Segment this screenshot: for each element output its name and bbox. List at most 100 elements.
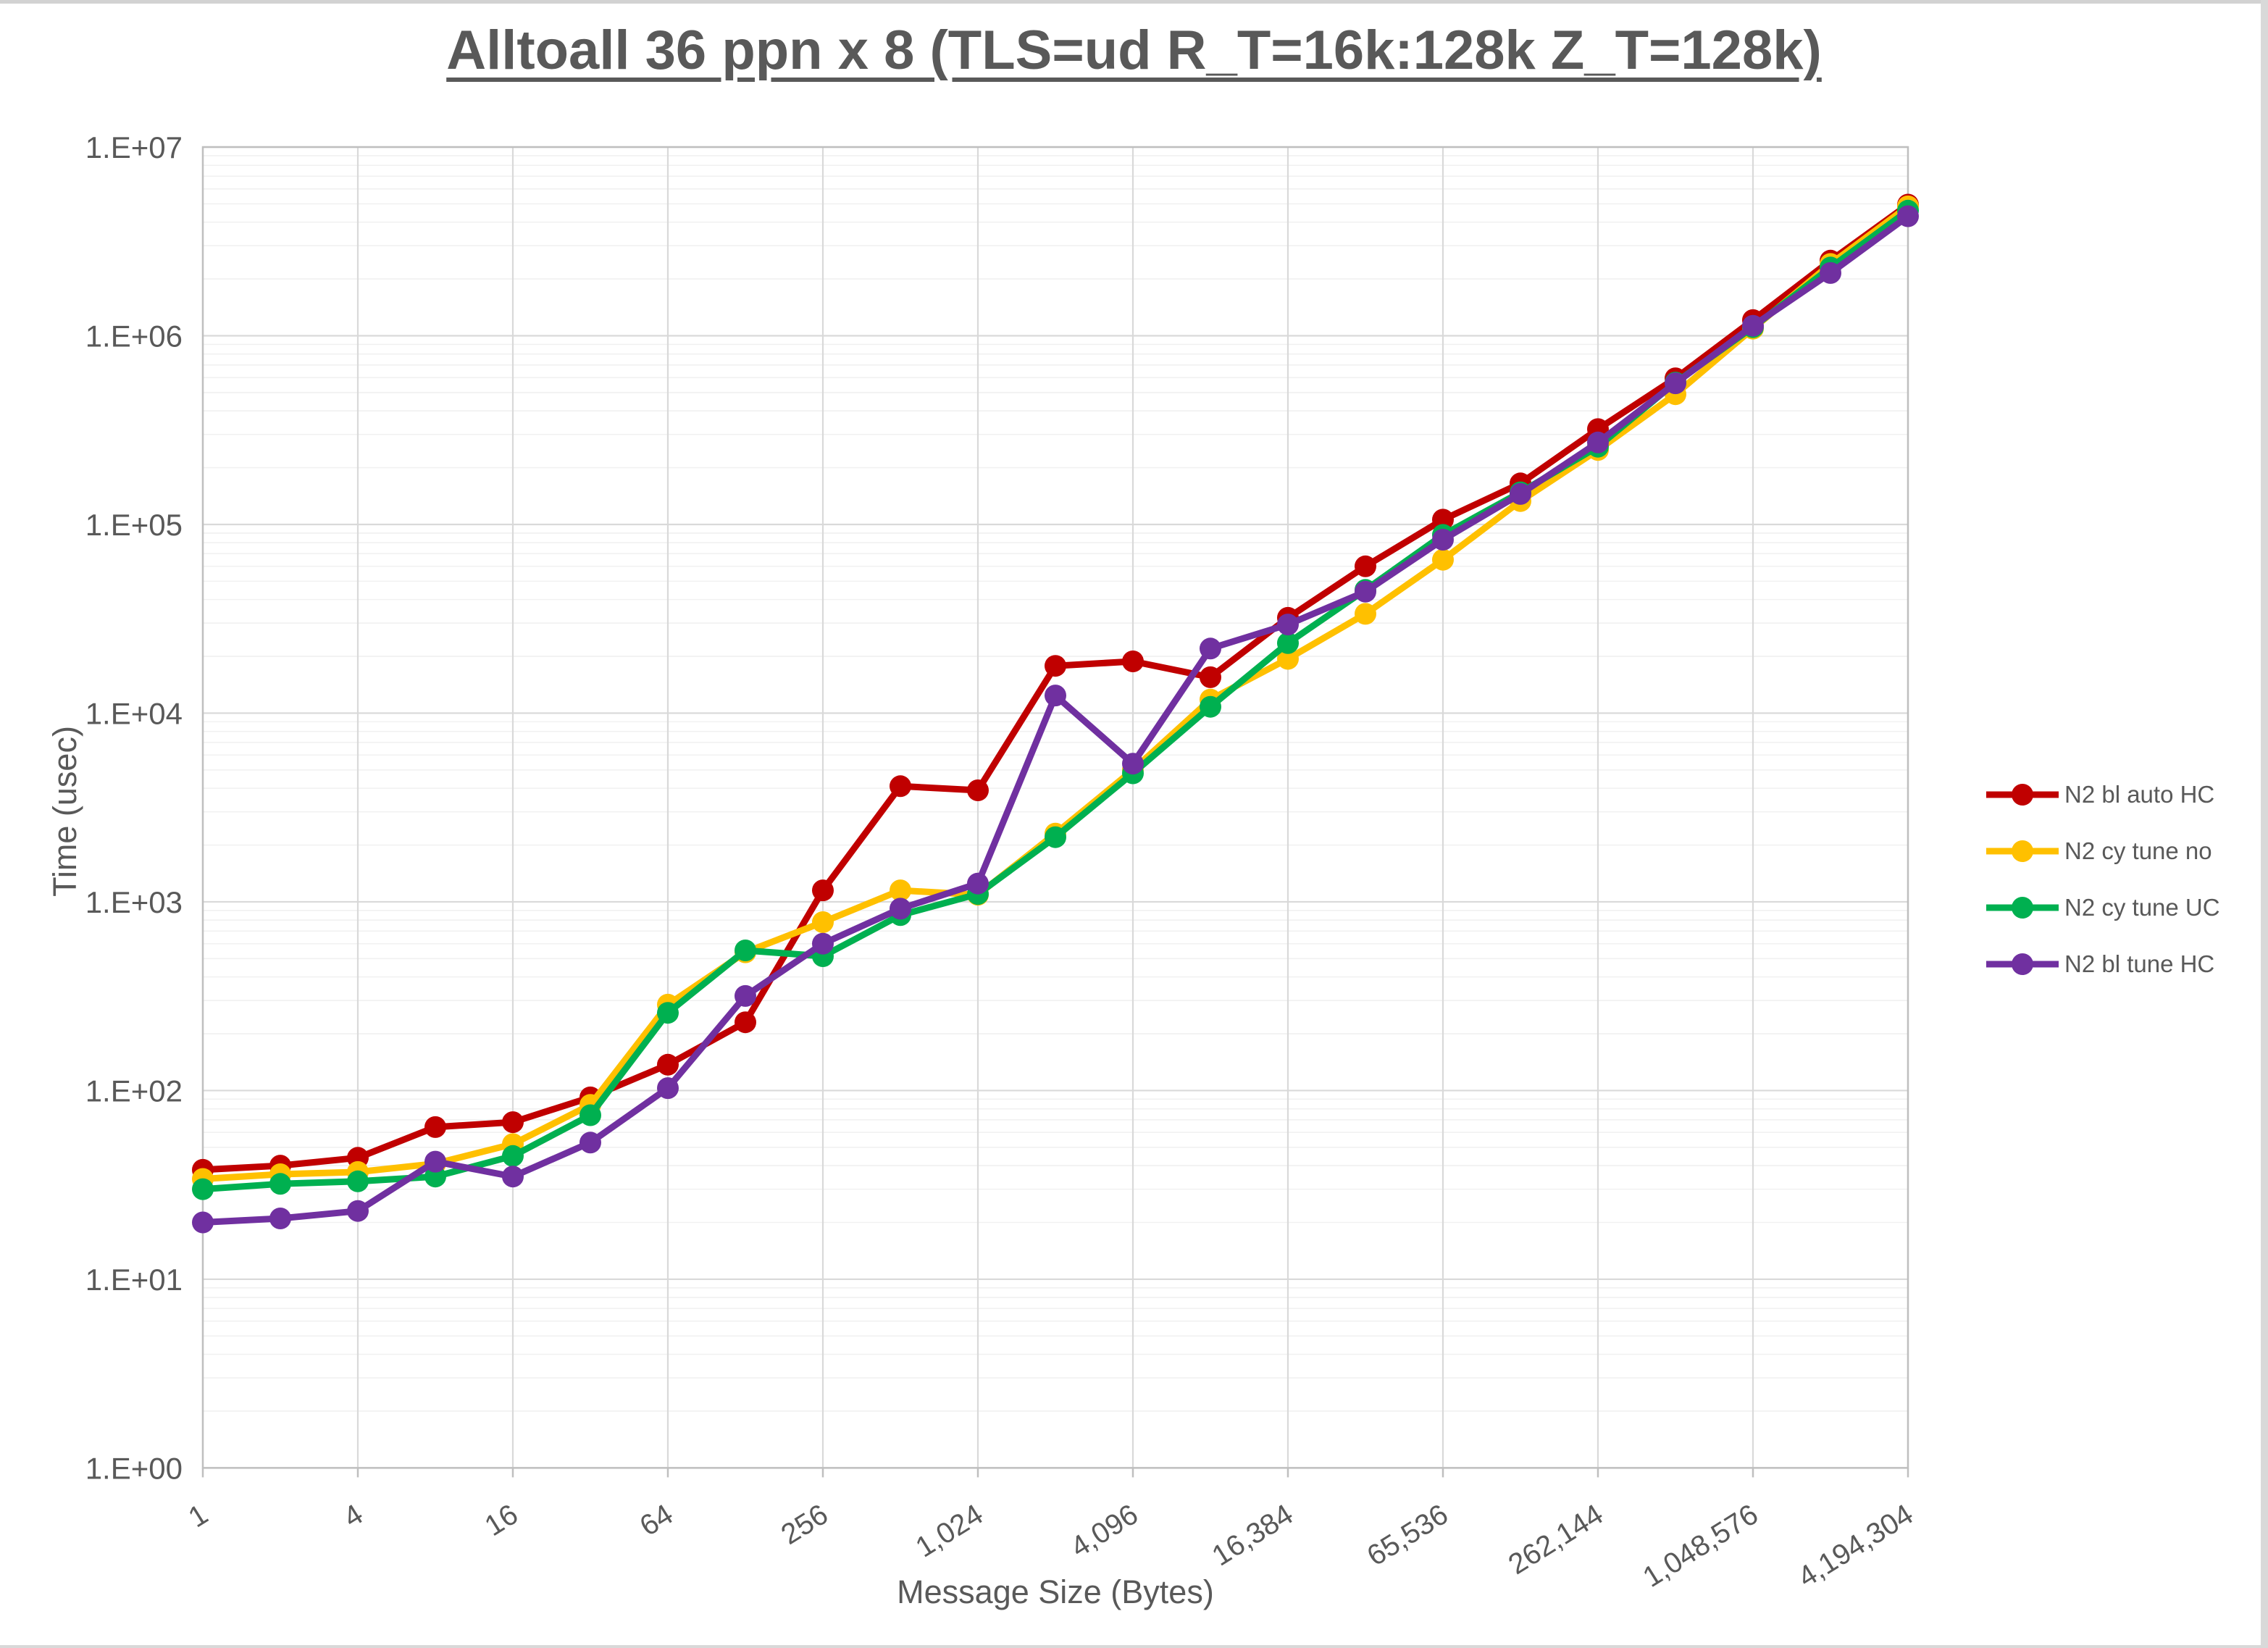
- data-point: [735, 940, 756, 961]
- data-point: [192, 1211, 214, 1234]
- y-axis-tick-labels: 1.E+00 1.E+01 1.E+02 1.E+03 1.E+04 1.E+05 1.E+…: [85, 130, 183, 1485]
- legend-item-label: N2 cy tune UC: [2064, 894, 2220, 921]
- x-tick-label: 256: [776, 1498, 834, 1551]
- data-point: [735, 984, 756, 1007]
- data-point: [735, 1011, 756, 1034]
- data-point: [347, 1200, 369, 1222]
- data-point: [502, 1111, 524, 1134]
- data-point: [502, 1166, 524, 1188]
- data-point: [1587, 431, 1609, 453]
- legend: N2 bl auto HC N2 cy tune no N2 cy tune U…: [1986, 766, 2220, 992]
- data-point: [812, 932, 834, 955]
- data-point: [579, 1132, 601, 1154]
- data-point: [1200, 666, 1221, 688]
- legend-line-marker-icon: [1986, 840, 2059, 862]
- data-point: [1277, 648, 1299, 670]
- data-point: [1122, 753, 1144, 775]
- data-point: [1277, 632, 1299, 654]
- data-point: [1355, 555, 1376, 577]
- y-axis-title: Time (usec): [46, 726, 83, 897]
- data-point: [657, 1077, 679, 1100]
- x-tick-label: 65,536: [1362, 1498, 1454, 1572]
- window-top-border: [0, 0, 2268, 4]
- chart-title: Alltoall 36 ppn x 8 (TLS=ud R_T=16k:128k…: [446, 20, 1822, 81]
- legend-item: N2 cy tune no: [1986, 823, 2220, 879]
- plot-border: [201, 146, 1909, 1469]
- x-tick-label: 1,048,576: [1638, 1498, 1764, 1594]
- data-point: [1045, 826, 1066, 848]
- data-point: [1432, 548, 1454, 571]
- x-tick-label: 1,024: [911, 1498, 989, 1563]
- legend-line-marker-icon: [1986, 953, 2059, 975]
- data-point: [1432, 529, 1454, 551]
- data-point: [424, 1150, 446, 1173]
- data-point: [1045, 685, 1066, 707]
- data-point: [1045, 655, 1066, 677]
- data-point: [967, 872, 989, 895]
- data-point: [890, 775, 911, 798]
- data-point: [269, 1173, 291, 1195]
- x-axis-title: Message Size (Bytes): [897, 1573, 1214, 1610]
- window-bottom-border: [0, 1645, 2268, 1648]
- y-tick-label: 1.E+06: [85, 319, 183, 353]
- x-tick-label: 4,096: [1066, 1498, 1144, 1563]
- data-point: [579, 1104, 601, 1126]
- x-tick-label: 64: [635, 1498, 679, 1542]
- data-point: [1510, 482, 1531, 505]
- x-tick-label: 16,384: [1207, 1498, 1299, 1572]
- data-point: [424, 1116, 446, 1138]
- legend-line-marker-icon: [1986, 784, 2059, 806]
- x-tick-label: 262,144: [1503, 1498, 1609, 1581]
- legend-item-label: N2 cy tune no: [2064, 837, 2212, 864]
- gridlines-minor: [203, 155, 1908, 1412]
- y-tick-label: 1.E+07: [85, 130, 183, 164]
- x-tick-label: 4,194,304: [1793, 1498, 1919, 1594]
- window-right-border: [2261, 0, 2268, 1648]
- y-tick-label: 1.E+04: [85, 696, 183, 730]
- series-N2-bl-tune-HC: [192, 205, 1919, 1234]
- y-tick-label: 1.E+03: [85, 885, 183, 919]
- y-tick-label: 1.E+02: [85, 1074, 183, 1108]
- data-point: [657, 1053, 679, 1076]
- gridlines-major-horizontal: [203, 146, 1908, 1469]
- y-tick-label: 1.E+01: [85, 1263, 183, 1297]
- series-line: [199, 213, 1912, 1226]
- data-point: [269, 1208, 291, 1229]
- data-point: [890, 898, 911, 920]
- x-tick-label: 1: [183, 1498, 214, 1534]
- data-point: [1355, 580, 1376, 603]
- data-point: [657, 1002, 679, 1024]
- data-point: [1432, 509, 1454, 531]
- x-tick-label: 16: [480, 1498, 524, 1542]
- data-point: [1200, 695, 1221, 718]
- data-point: [424, 1166, 446, 1188]
- legend-item-label: N2 bl auto HC: [2064, 781, 2215, 808]
- data-point: [812, 879, 834, 902]
- y-tick-label: 1.E+05: [85, 508, 183, 542]
- data-point: [502, 1145, 524, 1167]
- x-tick-label: 4: [338, 1498, 369, 1534]
- data-point: [967, 779, 989, 801]
- legend-item: N2 bl auto HC: [1986, 766, 2220, 823]
- y-tick-label: 1.E+00: [85, 1451, 183, 1485]
- data-point: [890, 879, 911, 902]
- data-point: [347, 1170, 369, 1192]
- legend-item: N2 bl tune HC: [1986, 936, 2220, 992]
- data-point: [1200, 637, 1221, 660]
- data-point: [1122, 651, 1144, 672]
- legend-line-marker-icon: [1986, 897, 2059, 919]
- data-point: [192, 1178, 214, 1200]
- data-point: [1355, 603, 1376, 625]
- gridlines-major-vertical: [201, 146, 1909, 1468]
- data-point: [1665, 372, 1686, 395]
- data-point: [812, 911, 834, 933]
- legend-item-label: N2 bl tune HC: [2064, 950, 2215, 977]
- legend-item: N2 cy tune UC: [1986, 879, 2220, 936]
- data-point: [1897, 205, 1919, 227]
- data-point: [1277, 614, 1299, 636]
- data-point: [1742, 314, 1764, 337]
- x-axis-ticks: [201, 1468, 1909, 1478]
- data-point: [1820, 262, 1841, 284]
